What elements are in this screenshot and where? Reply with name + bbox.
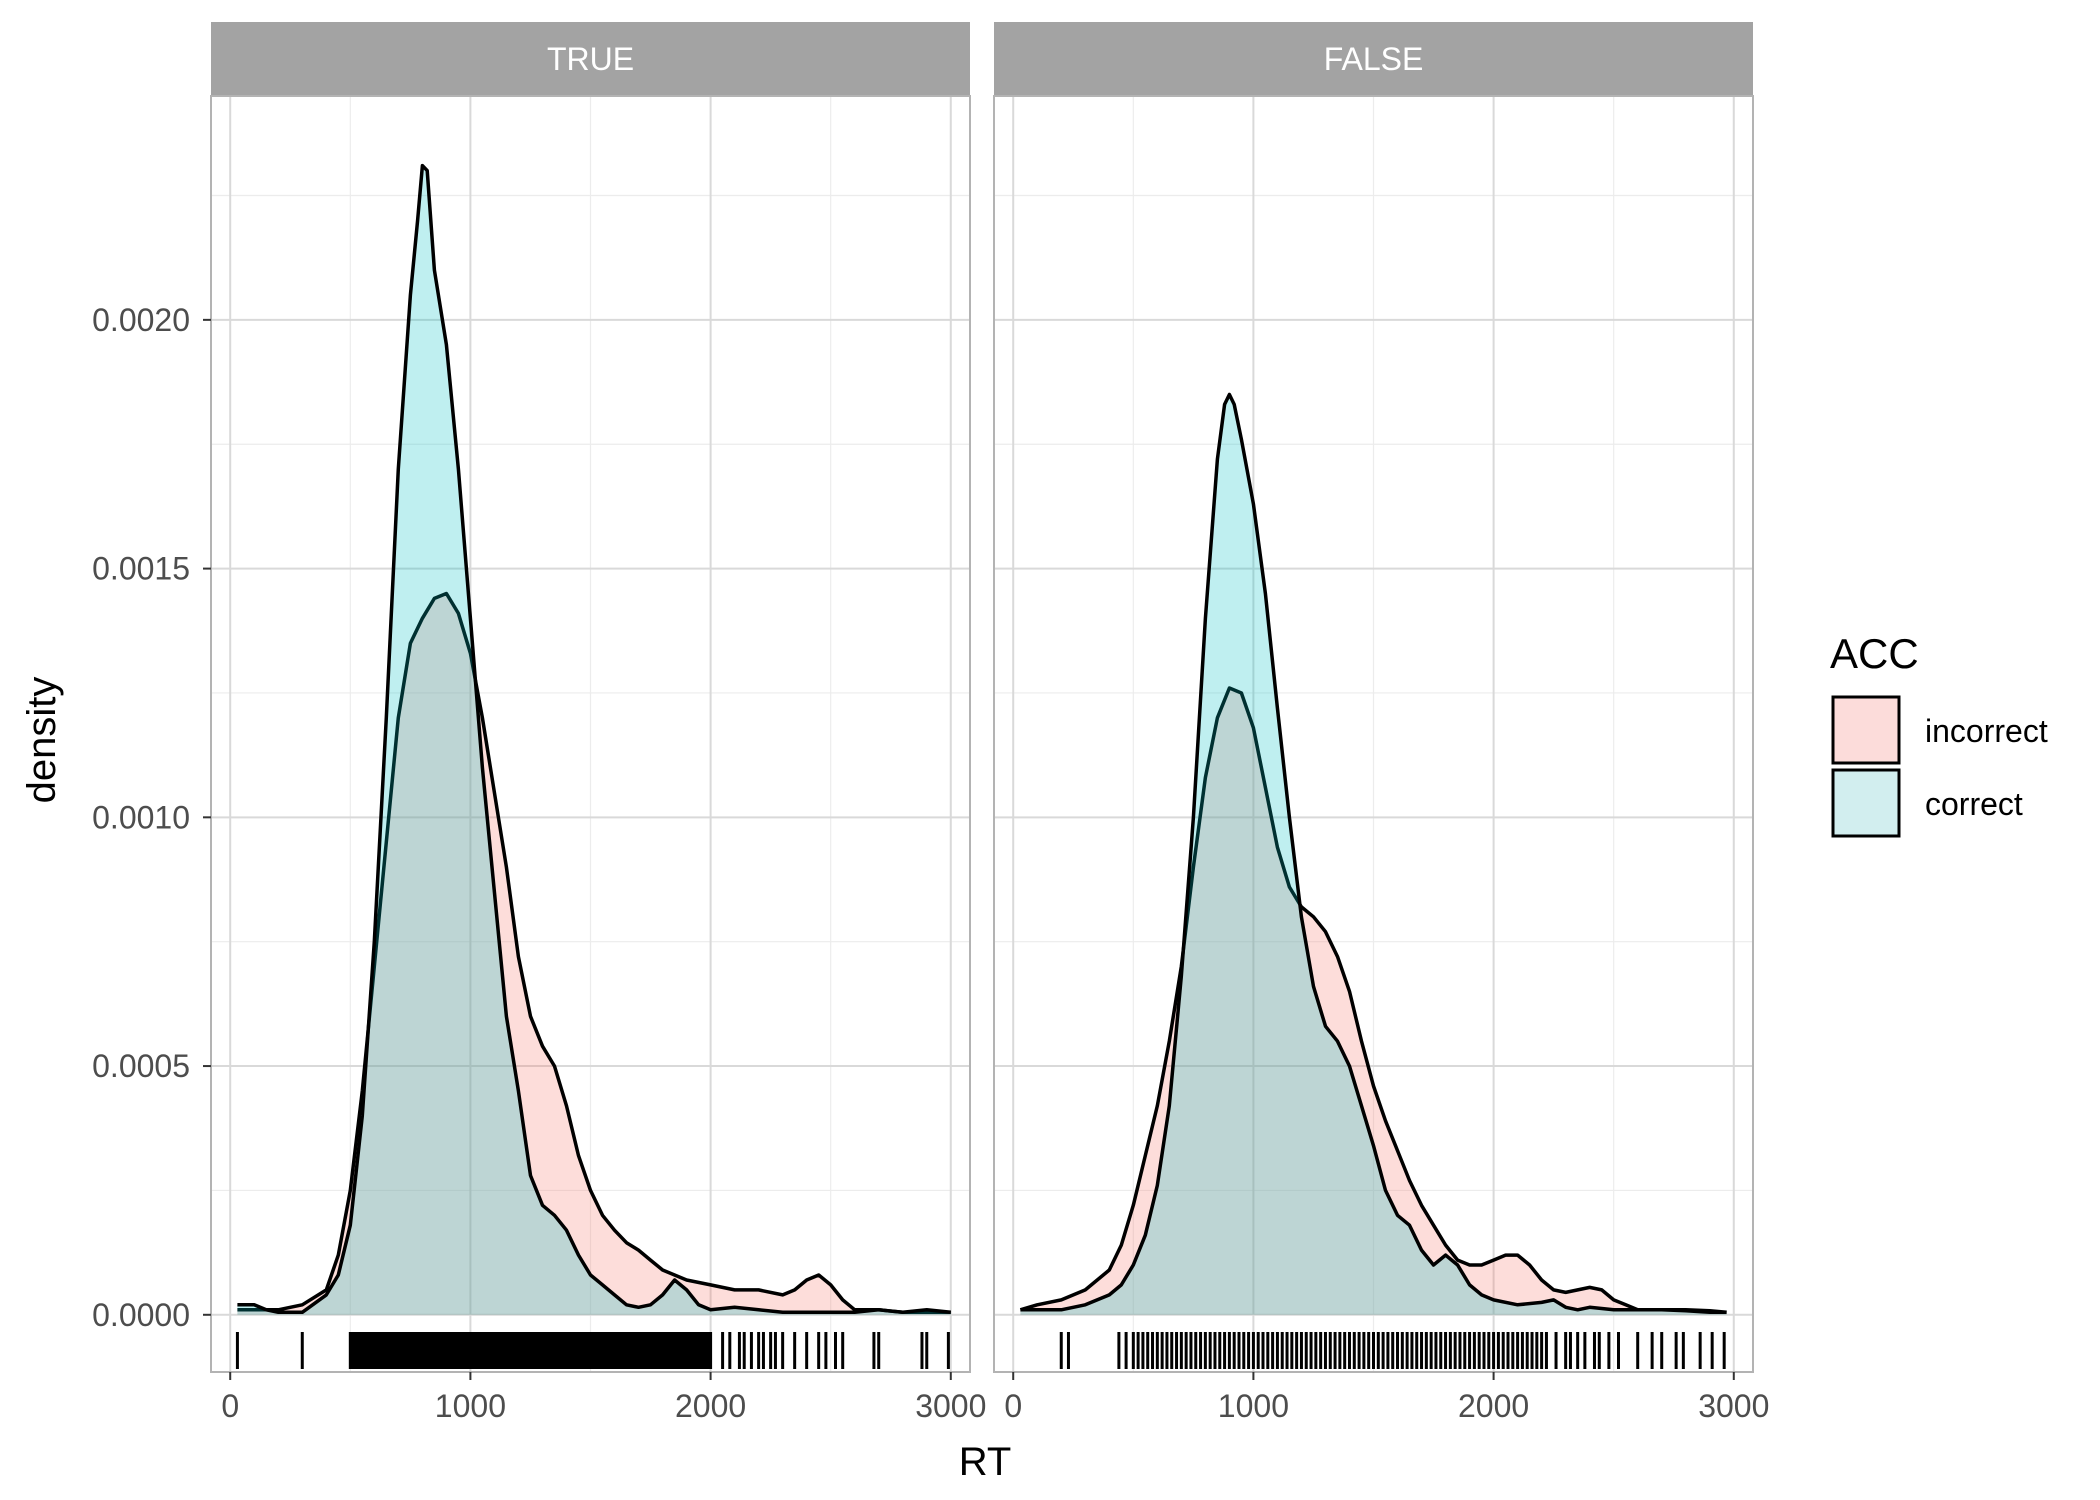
density-line-incorrect [1019,686,1727,1315]
y-axis-title: density [20,677,64,804]
facet-panel-false: FALSE 0 1000 2000 3000 [993,22,1769,1424]
x-tick-label: 1000 [1218,1388,1289,1424]
density-area-correct [237,165,951,1315]
y-tick-label: 0.0000 [92,1297,190,1333]
facet-panel-true: TRUE 0 1000 2000 3000 [210,22,986,1424]
x-tick-label: 3000 [1698,1388,1769,1424]
legend-title: ACC [1830,630,1919,677]
legend-key-incorrect [1831,695,1901,765]
y-tick-label: 0.0010 [92,799,190,835]
x-tick-label: 1000 [435,1388,506,1424]
facet-panels: 0.0000 0.0005 0.0010 0.0015 0.0020 TRUE 0 1000 2… [92,22,1769,1424]
x-tick-label: 2000 [1458,1388,1529,1424]
legend-key-correct [1831,768,1901,838]
y-tick-label: 0.0005 [92,1048,190,1084]
density-area-incorrect [237,593,951,1315]
density-line-correct [1020,392,1727,1315]
facet-strip-label: TRUE [547,41,634,77]
x-tick-label: 0 [221,1388,239,1424]
panel-border [210,95,971,1373]
density-area-correct [1020,394,1727,1315]
x-axis-title: RT [959,1440,1012,1484]
x-tick-label: 2000 [675,1388,746,1424]
legend-label-incorrect: incorrect [1925,713,2048,749]
y-tick-label: 0.0015 [92,551,190,587]
y-tick-label: 0.0020 [92,302,190,338]
x-tick-label: 0 [1004,1388,1022,1424]
legend: ACC incorrect correct [1830,630,2048,838]
density-line-correct [237,163,951,1315]
x-tick-label: 3000 [915,1388,986,1424]
facet-strip [211,22,970,96]
facet-strip [994,22,1753,96]
panel-border [993,95,1754,1373]
legend-label-correct: correct [1925,786,2023,822]
facet-strip-label: FALSE [1324,41,1424,77]
